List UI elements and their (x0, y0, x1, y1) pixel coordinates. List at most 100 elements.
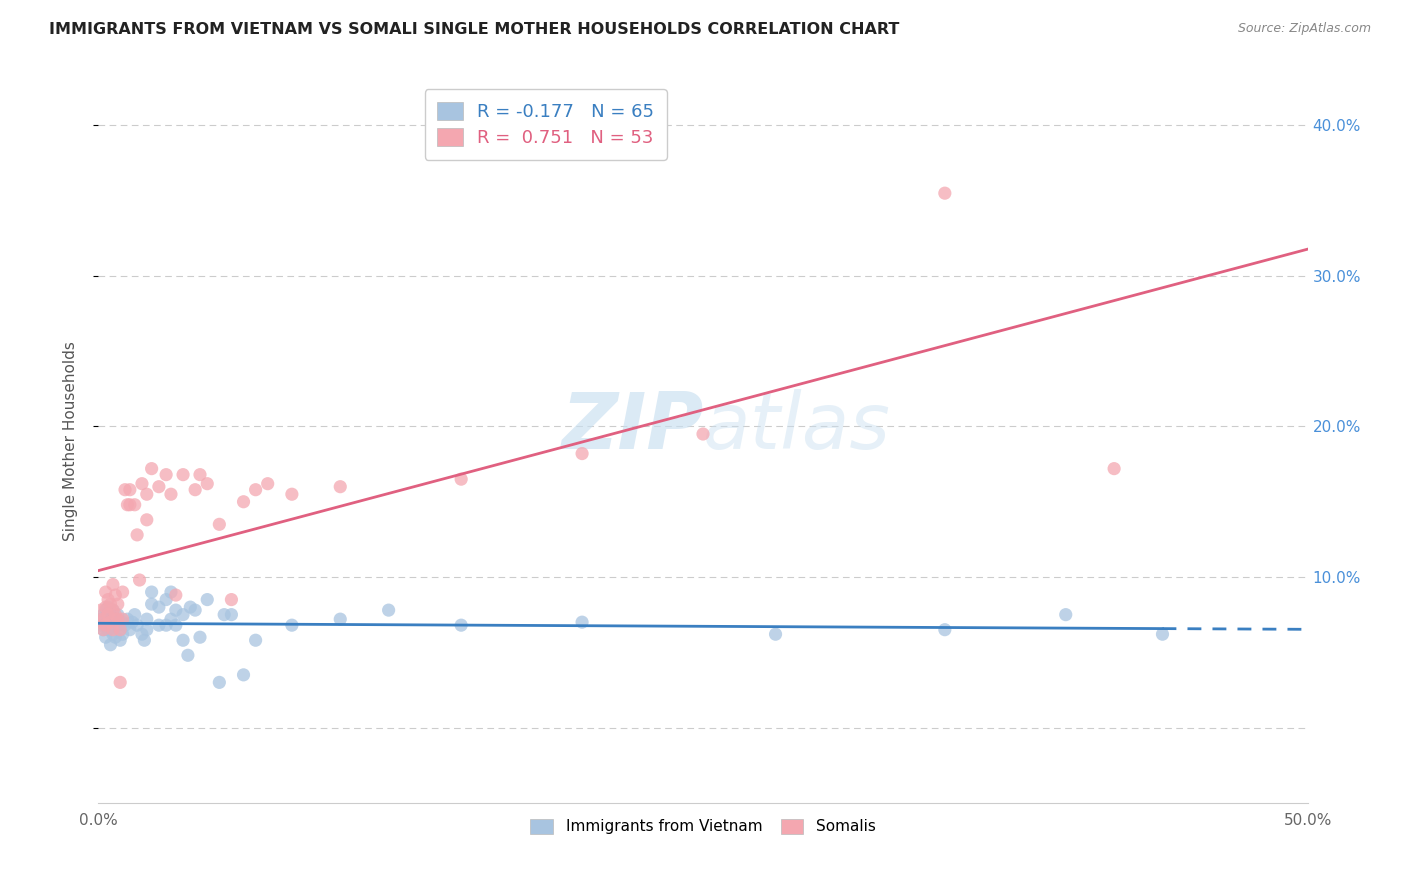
Point (165, 588, 187, 602)
Point (104, 588, 127, 602)
Point (91, 612, 114, 626)
Point (148, 618, 170, 632)
Point (165, 618, 187, 632)
Point (934, 623, 956, 637)
Point (221, 592, 243, 607)
Text: Source: ZipAtlas.com: Source: ZipAtlas.com (1237, 22, 1371, 36)
Point (100, 618, 122, 632)
Point (107, 618, 129, 632)
Point (450, 618, 472, 632)
Point (155, 592, 177, 607)
Point (256, 476, 278, 491)
Point (450, 472, 472, 486)
Point (101, 615, 124, 630)
Point (114, 483, 136, 497)
Point (100, 607, 122, 622)
Point (94, 630, 117, 644)
Point (91, 623, 114, 637)
Point (195, 592, 218, 607)
Text: ZIP: ZIP (561, 389, 703, 465)
Point (141, 597, 163, 611)
Point (135, 513, 157, 527)
Point (221, 607, 243, 622)
Point (118, 498, 141, 512)
Point (208, 675, 231, 690)
Point (111, 627, 134, 641)
Point (90, 618, 112, 632)
Point (100, 638, 122, 652)
Point (101, 577, 124, 591)
Point (329, 480, 352, 494)
Point (108, 623, 131, 637)
Point (160, 612, 183, 626)
Point (124, 498, 146, 512)
Point (127, 618, 149, 632)
Point (131, 476, 153, 491)
Point (1102, 461, 1125, 475)
Point (101, 623, 124, 637)
Point (108, 675, 131, 690)
Point (100, 597, 122, 611)
Point (107, 597, 129, 611)
Point (121, 615, 143, 630)
Point (118, 483, 141, 497)
Point (934, 186, 956, 201)
Point (765, 627, 787, 641)
Point (135, 612, 157, 626)
Point (134, 633, 156, 648)
Point (128, 573, 150, 587)
Point (108, 623, 131, 637)
Point (94, 600, 117, 615)
Point (172, 633, 194, 648)
Point (91, 607, 114, 622)
Point (101, 627, 124, 641)
Point (155, 467, 177, 482)
Point (107, 607, 129, 622)
Point (281, 487, 304, 501)
Point (101, 603, 124, 617)
Point (118, 623, 141, 637)
Point (188, 467, 211, 482)
Point (108, 633, 131, 648)
Point (124, 607, 146, 622)
Point (179, 600, 201, 615)
Point (97, 623, 120, 637)
Point (160, 487, 183, 501)
Point (571, 615, 593, 630)
Y-axis label: Single Mother Households: Single Mother Households (63, 342, 77, 541)
Point (97, 612, 120, 626)
Point (100, 615, 122, 630)
Text: atlas: atlas (703, 389, 891, 465)
Point (165, 603, 187, 617)
Point (692, 427, 714, 442)
Legend: Immigrants from Vietnam, Somalis: Immigrants from Vietnam, Somalis (523, 812, 883, 842)
Point (97, 600, 120, 615)
Point (111, 612, 134, 626)
Point (177, 648, 200, 663)
Point (90, 615, 112, 630)
Point (148, 600, 170, 615)
Point (104, 612, 127, 626)
Point (1152, 627, 1174, 641)
Point (232, 494, 254, 508)
Point (94, 585, 117, 599)
Point (141, 585, 163, 599)
Point (329, 612, 352, 626)
Point (232, 668, 254, 682)
Point (148, 480, 170, 494)
Point (111, 615, 134, 630)
Point (101, 603, 124, 617)
Point (135, 487, 157, 501)
Point (127, 528, 149, 542)
Point (111, 585, 134, 599)
Point (97, 607, 120, 622)
Point (172, 467, 194, 482)
Point (160, 585, 183, 599)
Point (155, 618, 177, 632)
Point (114, 618, 136, 632)
Point (94, 615, 117, 630)
Point (131, 627, 153, 641)
Point (245, 483, 267, 497)
Point (212, 607, 235, 622)
Point (117, 498, 139, 512)
